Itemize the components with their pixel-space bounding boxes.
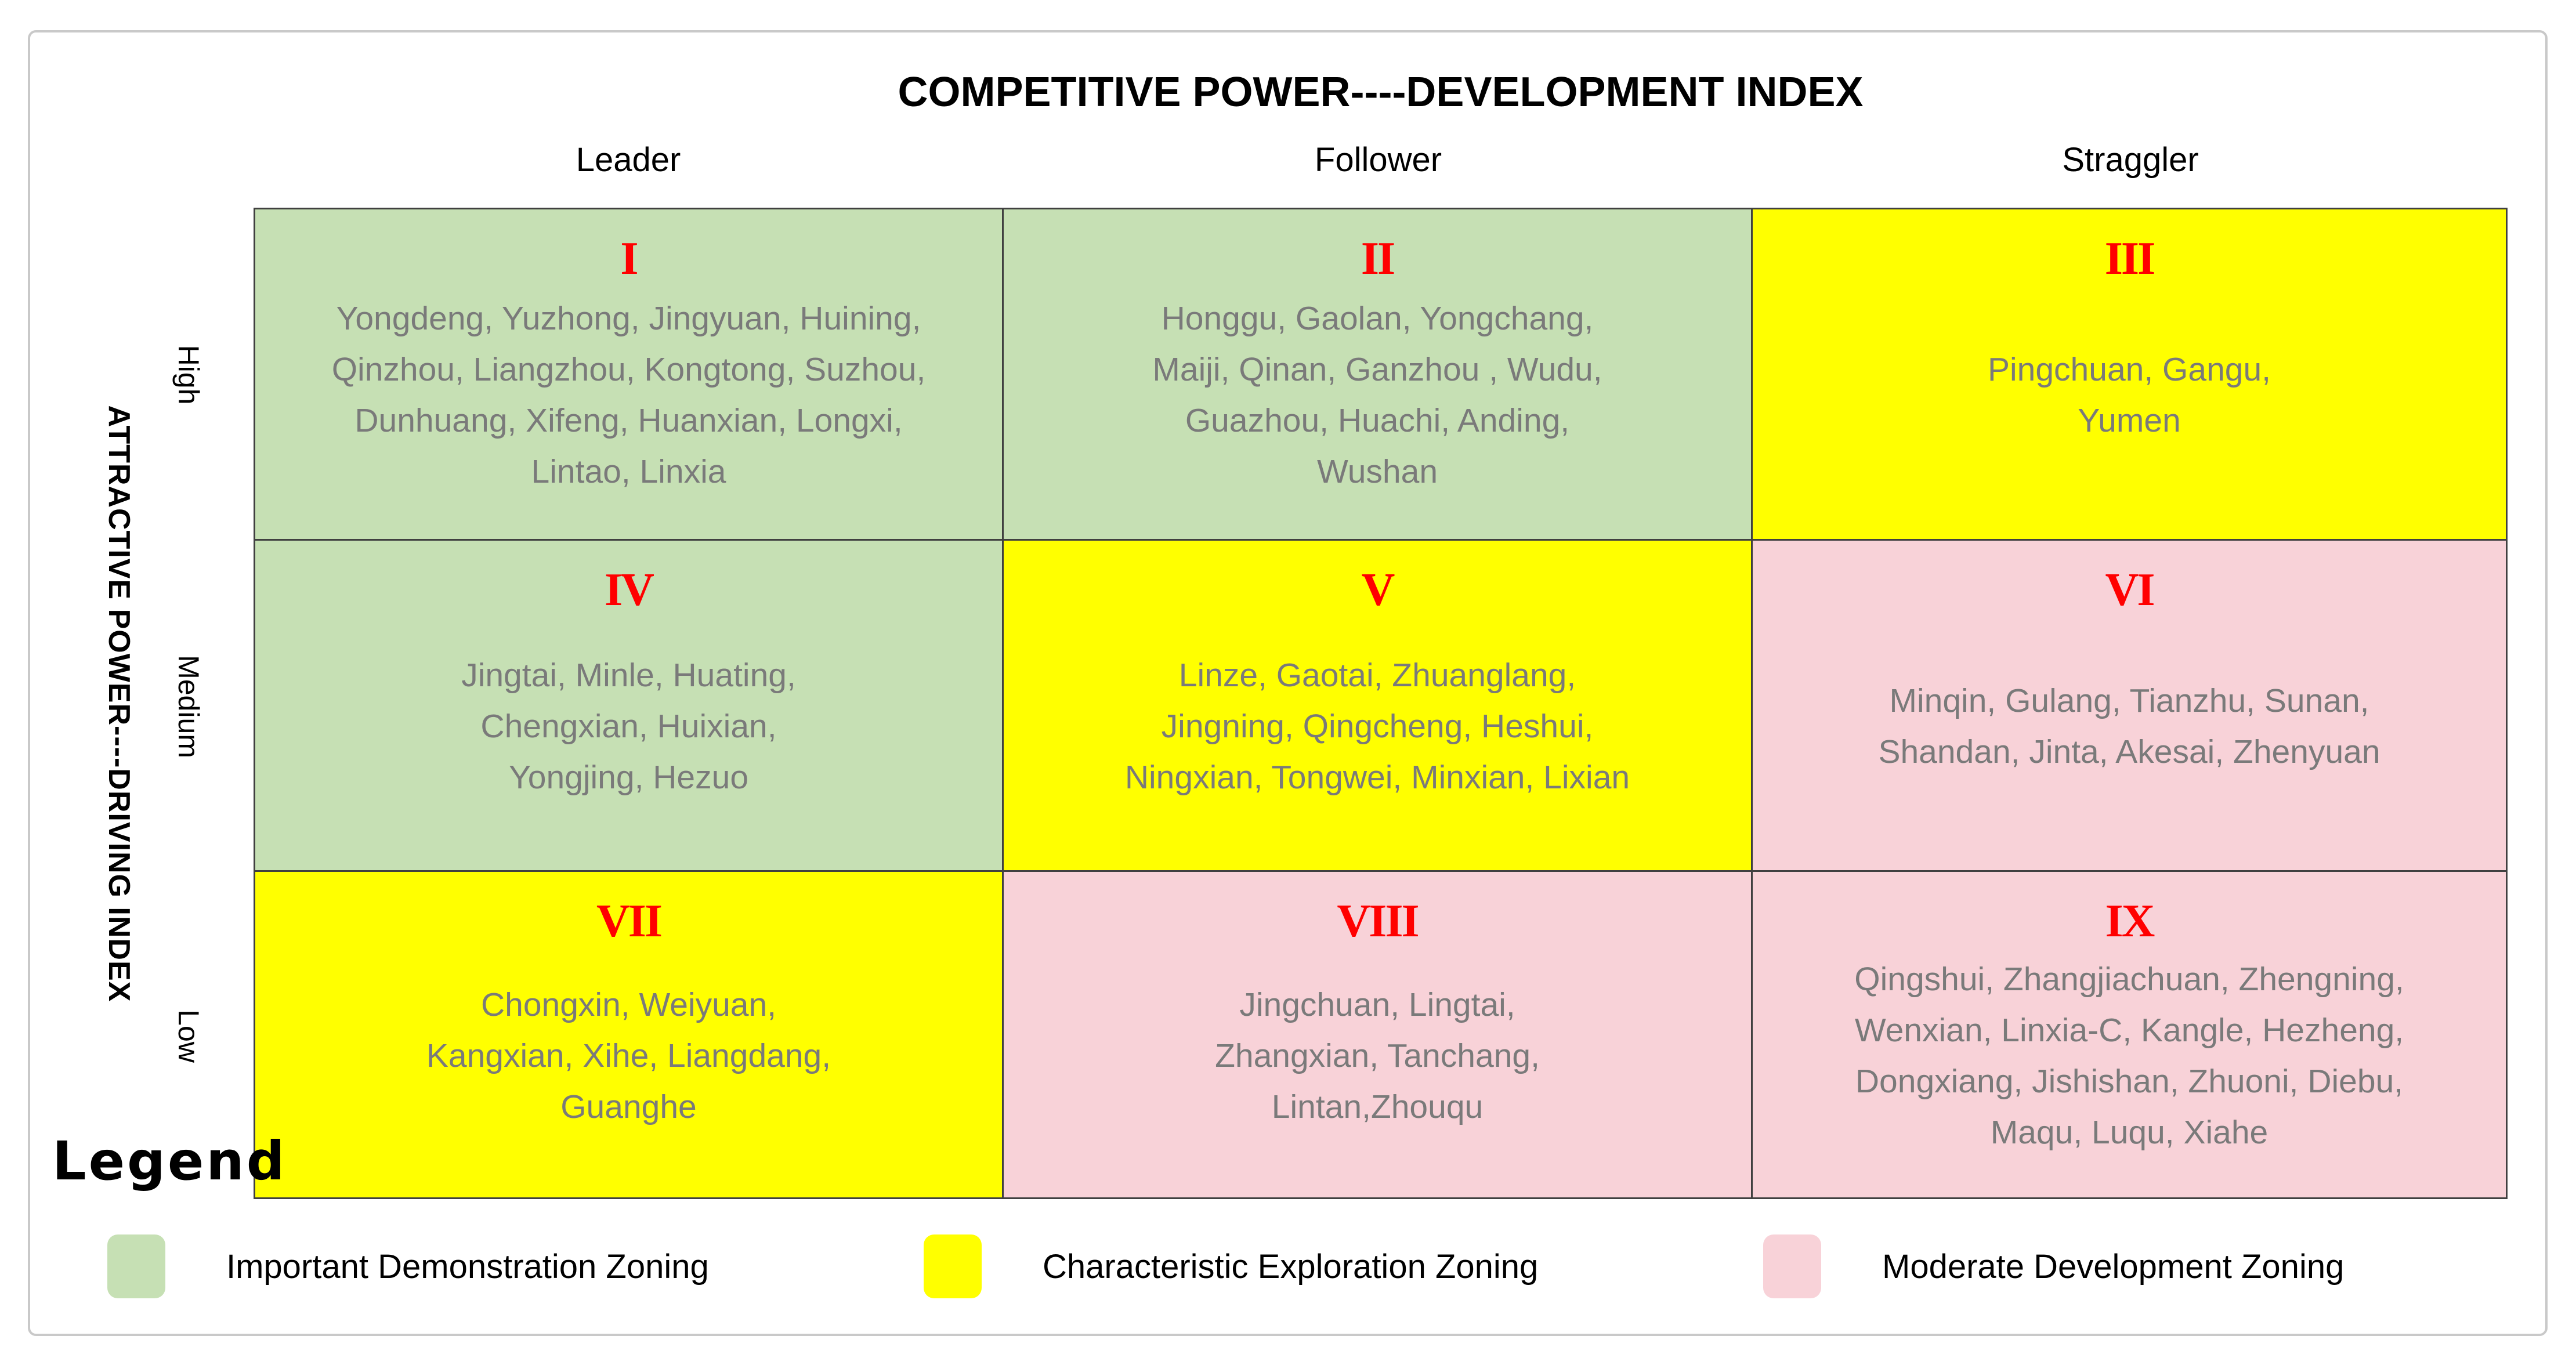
city-line: Wenxian, Linxia-C, Kangle, Hezheng, xyxy=(1854,1012,2404,1049)
matrix-cell-I: I Yongdeng, Yuzhong, Jingyuan, Huining, Qi… xyxy=(255,209,1004,541)
cell-cities-VII: Chongxin, Weiyuan, Kangxian, Xihe, Liangd… xyxy=(255,946,1002,1197)
legend-label-yellow: Characteristic Exploration Zoning xyxy=(1043,1247,1539,1286)
matrix-cell-IX: IX Qingshui, Zhangjiachuan, Zhengning, Wen… xyxy=(1753,872,2506,1197)
legend-heading: Legend xyxy=(52,1130,287,1192)
city-line: Linze, Gaotai, Zhuanglang, xyxy=(1178,657,1576,694)
city-line: Yumen xyxy=(2078,402,2181,440)
legend-swatch-green xyxy=(107,1234,165,1298)
city-line: Wushan xyxy=(1316,453,1438,491)
row-label-low: Low xyxy=(172,1009,205,1063)
legend-item-yellow: Characteristic Exploration Zoning xyxy=(924,1234,1538,1298)
cell-cities-IV: Jingtai, Minle, Huating, Chengxian, Huixi… xyxy=(255,615,1002,871)
cell-numeral-IV: IV xyxy=(605,564,654,616)
cell-cities-II: Honggu, Gaolan, Yongchang, Maiji, Qinan, … xyxy=(1004,284,1751,539)
city-line: Guazhou, Huachi, Anding, xyxy=(1185,402,1570,440)
city-line: Lintan,Zhouqu xyxy=(1271,1088,1484,1126)
city-line: Qingshui, Zhangjiachuan, Zhengning, xyxy=(1854,961,2404,998)
cell-numeral-I: I xyxy=(620,233,638,284)
cell-cities-III: Pingchuan, Gangu, Yumen xyxy=(1753,284,2506,539)
city-line: Chengxian, Huixian, xyxy=(480,708,777,745)
cell-numeral-VII: VII xyxy=(596,896,663,947)
cell-cities-V: Linze, Gaotai, Zhuanglang, Jingning, Qing… xyxy=(1004,615,1751,871)
matrix-cell-VI: VI Minqin, Gulang, Tianzhu, Sunan, Shandan… xyxy=(1753,540,2506,873)
city-line: Shandan, Jinta, Akesai, Zhenyuan xyxy=(1878,733,2380,771)
matrix-grid: I Yongdeng, Yuzhong, Jingyuan, Huining, Qi… xyxy=(254,208,2508,1199)
legend-label-green: Important Demonstration Zoning xyxy=(226,1247,709,1286)
column-header-straggler: Straggler xyxy=(2062,141,2199,179)
city-line: Chongxin, Weiyuan, xyxy=(480,986,777,1024)
legend-swatch-yellow xyxy=(924,1234,982,1298)
chart-title: COMPETITIVE POWER----DEVELOPMENT INDEX xyxy=(898,69,1864,115)
cell-cities-IX: Qingshui, Zhangjiachuan, Zhengning, Wenxi… xyxy=(1753,946,2506,1197)
matrix-cell-III: III Pingchuan, Gangu, Yumen xyxy=(1753,209,2506,541)
row-label-high: High xyxy=(172,345,205,405)
city-line: Jingtai, Minle, Huating, xyxy=(461,657,796,694)
city-line: Zhangxian, Tanchang, xyxy=(1215,1037,1540,1075)
city-line: Yongdeng, Yuzhong, Jingyuan, Huining, xyxy=(336,300,921,338)
matrix-cell-II: II Honggu, Gaolan, Yongchang, Maiji, Qinan… xyxy=(1004,209,1753,541)
city-line: Guanghe xyxy=(560,1088,697,1126)
city-line: Maiji, Qinan, Ganzhou , Wudu, xyxy=(1152,351,1602,389)
city-line: Yongjing, Hezuo xyxy=(508,759,749,797)
cell-cities-VIII: Jingchuan, Lingtai, Zhangxian, Tanchang, L… xyxy=(1004,946,1751,1197)
city-line: Ningxian, Tongwei, Minxian, Lixian xyxy=(1124,759,1630,797)
matrix-cell-VII: VII Chongxin, Weiyuan, Kangxian, Xihe, Lia… xyxy=(255,872,1004,1197)
city-line: Honggu, Gaolan, Yongchang, xyxy=(1161,300,1594,338)
column-headers: Leader Follower Straggler xyxy=(254,140,2508,179)
matrix-cell-V: V Linze, Gaotai, Zhuanglang, Jingning, Qin… xyxy=(1004,540,1753,873)
matrix-cell-IV: IV Jingtai, Minle, Huating, Chengxian, Hui… xyxy=(255,540,1004,873)
legend-item-green: Important Demonstration Zoning xyxy=(107,1234,709,1298)
cell-numeral-VI: VI xyxy=(2105,564,2155,616)
city-line: Dunhuang, Xifeng, Huanxian, Longxi, xyxy=(354,402,903,440)
legend-item-pink: Moderate Development Zoning xyxy=(1763,1234,2344,1298)
city-line: Jingning, Qingcheng, Heshui, xyxy=(1161,708,1594,745)
cell-numeral-II: II xyxy=(1361,233,1395,284)
cell-numeral-III: III xyxy=(2104,233,2155,284)
city-line: Minqin, Gulang, Tianzhu, Sunan, xyxy=(1889,682,2369,720)
city-line: Jingchuan, Lingtai, xyxy=(1239,986,1515,1024)
city-line: Kangxian, Xihe, Liangdang, xyxy=(426,1037,831,1075)
row-label-medium: Medium xyxy=(172,655,205,758)
legend-label-pink: Moderate Development Zoning xyxy=(1882,1247,2345,1286)
city-line: Lintao, Linxia xyxy=(531,453,726,491)
cell-cities-I: Yongdeng, Yuzhong, Jingyuan, Huining, Qin… xyxy=(255,284,1002,539)
cell-numeral-V: V xyxy=(1361,564,1395,616)
cell-numeral-VIII: VIII xyxy=(1337,896,1419,947)
column-header-follower: Follower xyxy=(1314,141,1442,179)
city-line: Pingchuan, Gangu, xyxy=(1987,351,2271,389)
cell-cities-VI: Minqin, Gulang, Tianzhu, Sunan, Shandan, … xyxy=(1753,615,2506,871)
city-line: Qinzhou, Liangzhou, Kongtong, Suzhou, xyxy=(331,351,926,389)
cell-numeral-IX: IX xyxy=(2105,896,2155,947)
matrix-cell-VIII: VIII Jingchuan, Lingtai, Zhangxian, Tancha… xyxy=(1004,872,1753,1197)
y-axis-title: ATTRACTIVE POWER----DRIVING INDEX xyxy=(102,405,136,1002)
column-header-leader: Leader xyxy=(576,141,681,179)
legend-swatch-pink xyxy=(1763,1234,1821,1298)
city-line: Maqu, Luqu, Xiahe xyxy=(1990,1114,2269,1152)
city-line: Dongxiang, Jishishan, Zhuoni, Diebu, xyxy=(1855,1063,2404,1100)
